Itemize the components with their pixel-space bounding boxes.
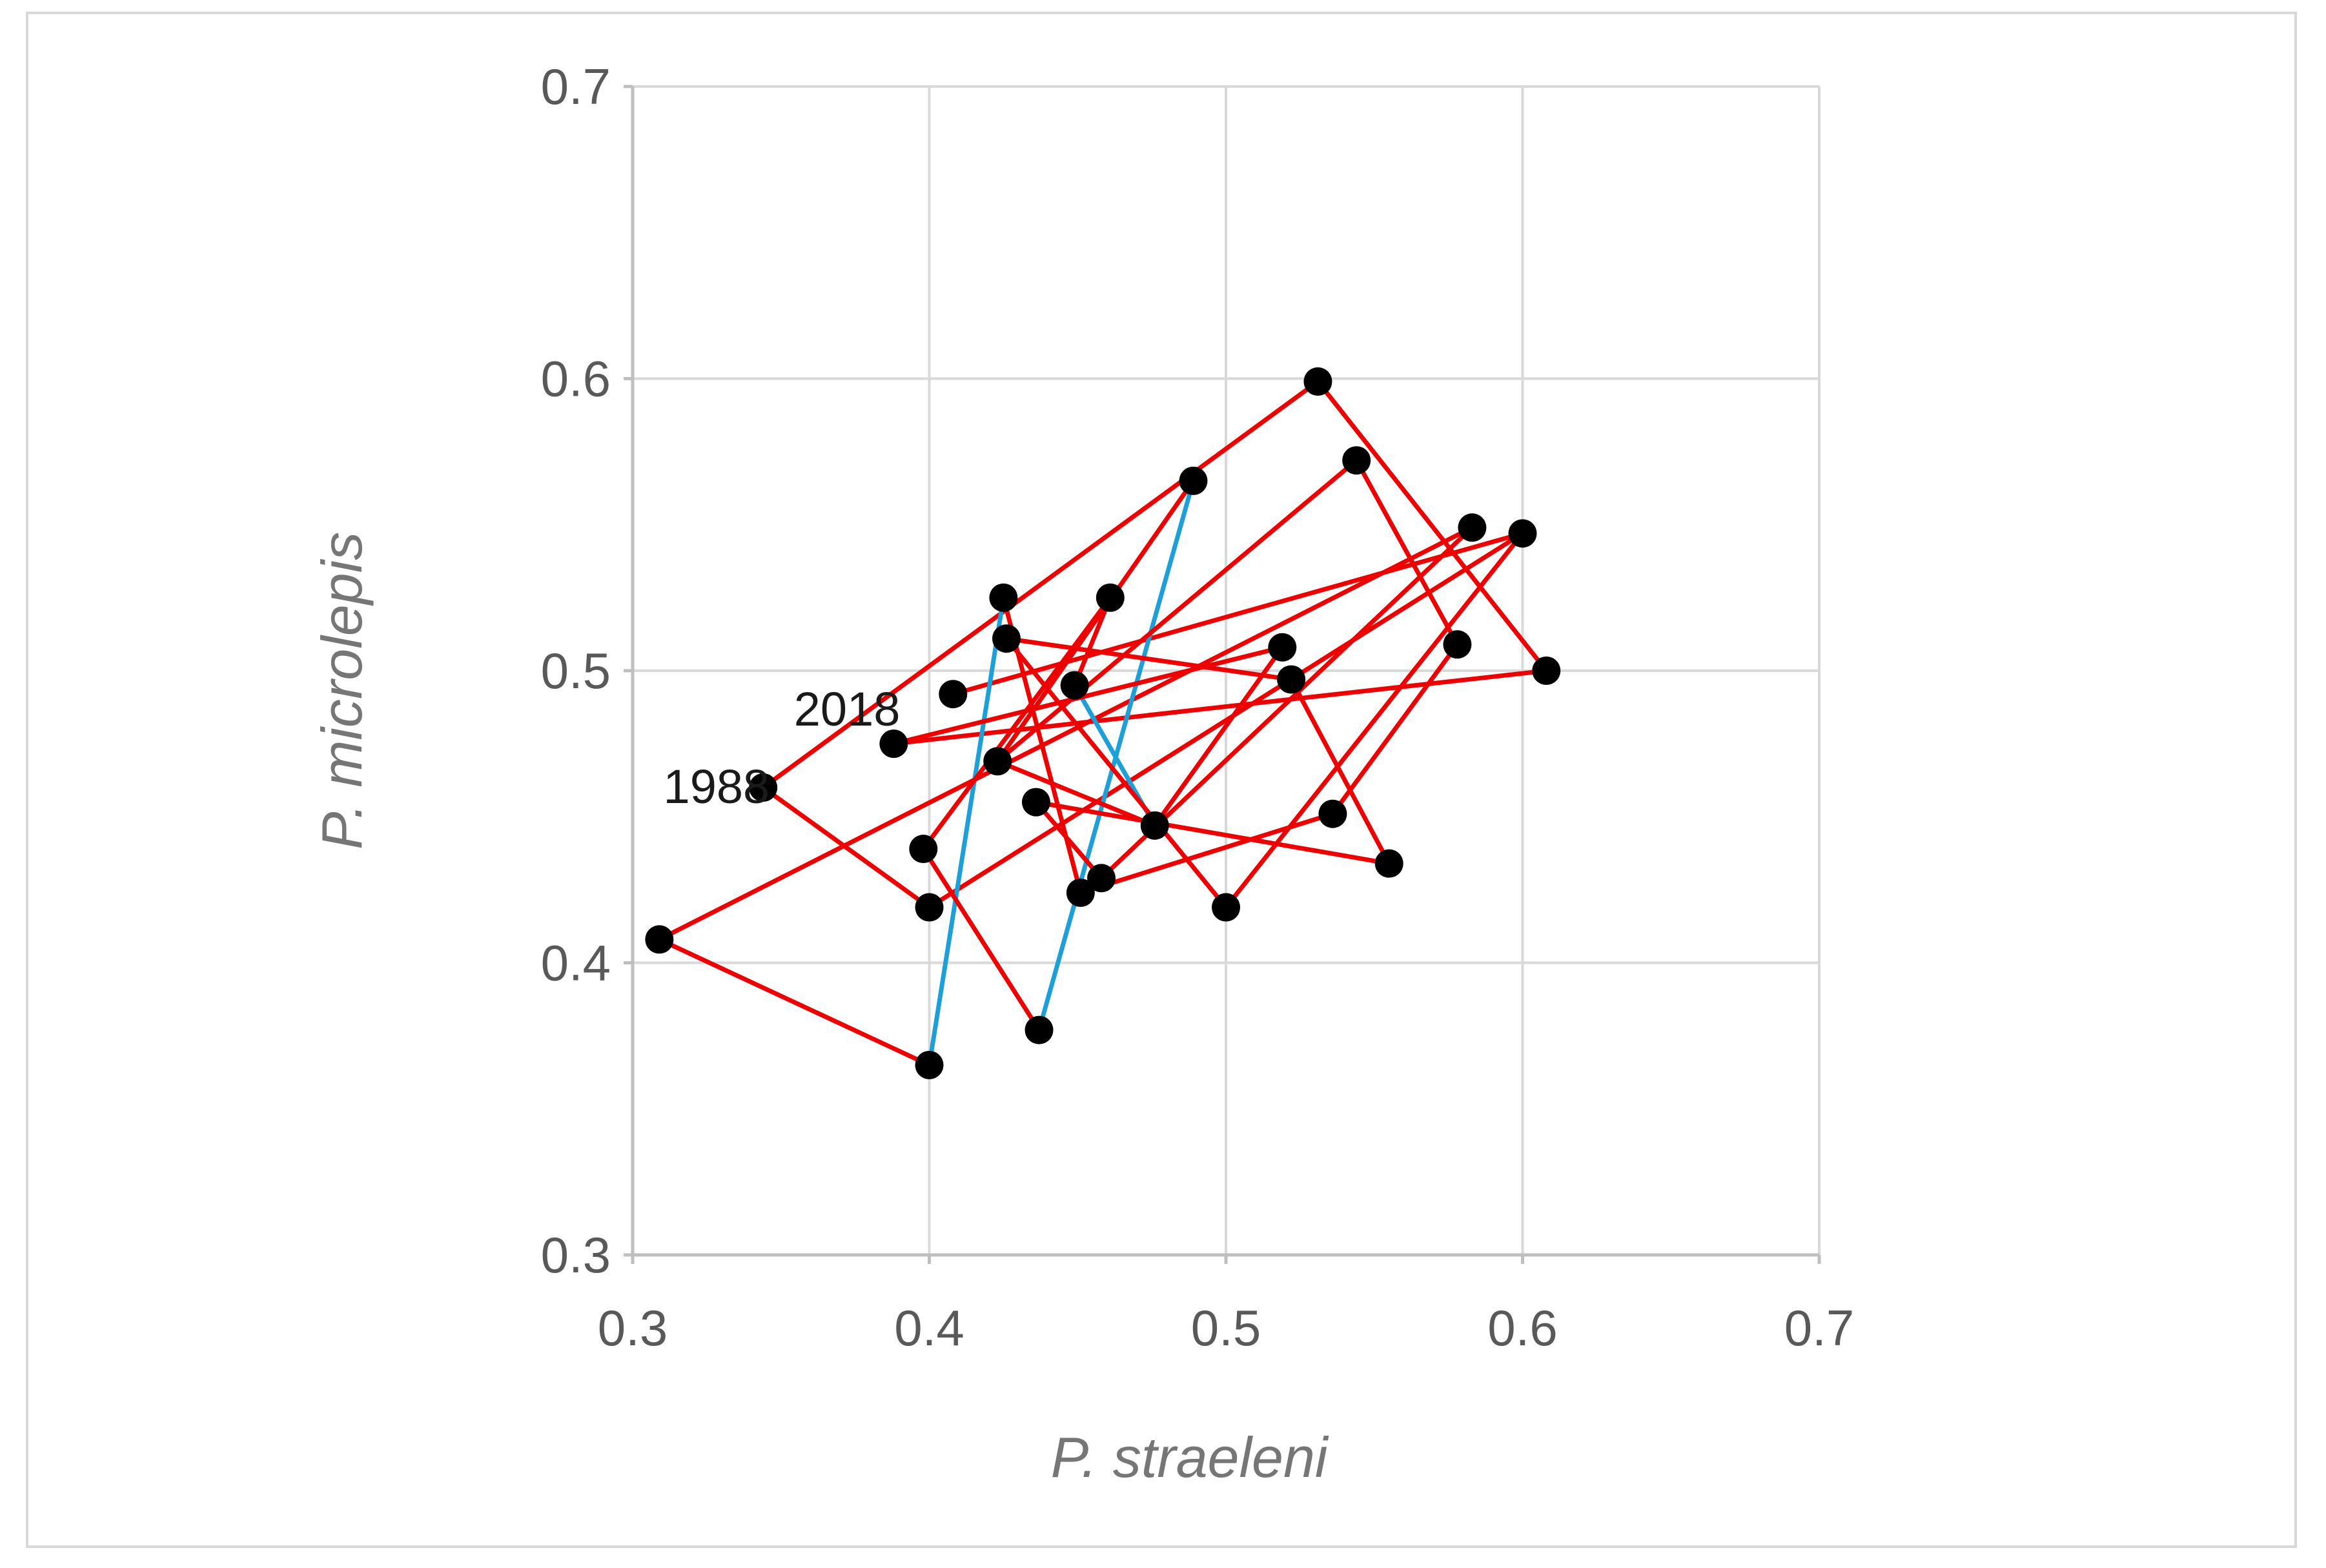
data-point (1096, 583, 1125, 612)
annotations: 2018 1988 (664, 682, 901, 813)
red-series-segment (1330, 642, 1460, 817)
x-tick-label: 0.6 (1487, 1299, 1557, 1356)
x-tick-label: 0.3 (598, 1299, 668, 1356)
data-point (992, 624, 1021, 653)
data-point (1140, 811, 1169, 840)
red-series-segment (1152, 645, 1285, 828)
data-point (1268, 633, 1297, 662)
data-point (645, 925, 674, 954)
series-segments (657, 379, 1549, 1068)
data-point (915, 893, 944, 922)
data-point (1025, 1015, 1054, 1044)
data-point (989, 583, 1018, 612)
data-point (1443, 630, 1472, 659)
red-series-segment (995, 759, 1158, 828)
red-series-segment (1315, 379, 1549, 673)
data-point (1066, 878, 1095, 907)
red-series-segment (950, 531, 1525, 697)
tick-labels: 0.3 0.4 0.5 0.6 0.7 0.3 0.4 0.5 0.6 0.7 (541, 58, 1855, 1356)
y-tick-label: 0.3 (541, 1227, 611, 1283)
x-tick-label: 0.5 (1191, 1299, 1261, 1356)
y-tick-label: 0.7 (541, 58, 611, 115)
red-series-segment (1078, 811, 1335, 895)
red-series-segment (760, 785, 932, 910)
x-axis-title: P. straeleni (1051, 1425, 1329, 1489)
red-series-segment (1034, 800, 1392, 866)
data-point (915, 1050, 944, 1079)
x-tick-label: 0.4 (894, 1299, 964, 1356)
x-tick-label: 0.7 (1784, 1299, 1854, 1356)
red-series-segment (1354, 458, 1460, 647)
red-series-segment (1004, 636, 1229, 910)
data-point (1212, 893, 1240, 922)
red-series-segment (760, 379, 1320, 790)
y-tick-label: 0.4 (541, 935, 611, 992)
data-point (1532, 657, 1561, 685)
blue-series-segment (927, 595, 1006, 1068)
chart-frame (26, 12, 2297, 1548)
y-tick-label: 0.5 (541, 642, 611, 699)
year-annotation: 2018 (794, 682, 901, 736)
y-axis-title: P. microlepis (310, 532, 374, 850)
data-point (1087, 864, 1116, 893)
red-series-segment (891, 668, 1549, 746)
year-annotation: 1988 (664, 760, 770, 813)
red-series-segment (1004, 636, 1294, 682)
red-series-segment (1034, 800, 1104, 881)
red-series-segment (1072, 595, 1113, 688)
data-point (1179, 466, 1208, 495)
data-point (1508, 519, 1537, 548)
data-point (749, 773, 778, 802)
red-series-segment (921, 846, 1042, 1033)
data-points (645, 367, 1561, 1079)
data-point (1374, 849, 1403, 878)
data-point (1060, 671, 1089, 700)
red-series-segment (657, 937, 932, 1068)
data-point (909, 835, 938, 864)
y-tick-label: 0.6 (541, 351, 611, 407)
data-point (879, 729, 908, 759)
axes (624, 85, 1821, 1264)
data-point (1303, 367, 1332, 396)
red-series-segment (995, 478, 1196, 764)
red-series-segment (995, 458, 1359, 764)
red-series-segment (1223, 531, 1525, 910)
red-series-segment (1289, 677, 1392, 866)
red-series-segment (921, 595, 1113, 851)
data-point (1342, 446, 1371, 475)
red-series-segment (657, 525, 1474, 942)
data-point (1318, 799, 1347, 828)
red-series-segment (891, 645, 1285, 746)
data-point (1021, 788, 1050, 817)
data-point (1277, 665, 1306, 694)
data-point (983, 747, 1012, 776)
data-point (939, 680, 968, 709)
data-point (1458, 513, 1487, 542)
red-series-segment (927, 531, 1525, 910)
